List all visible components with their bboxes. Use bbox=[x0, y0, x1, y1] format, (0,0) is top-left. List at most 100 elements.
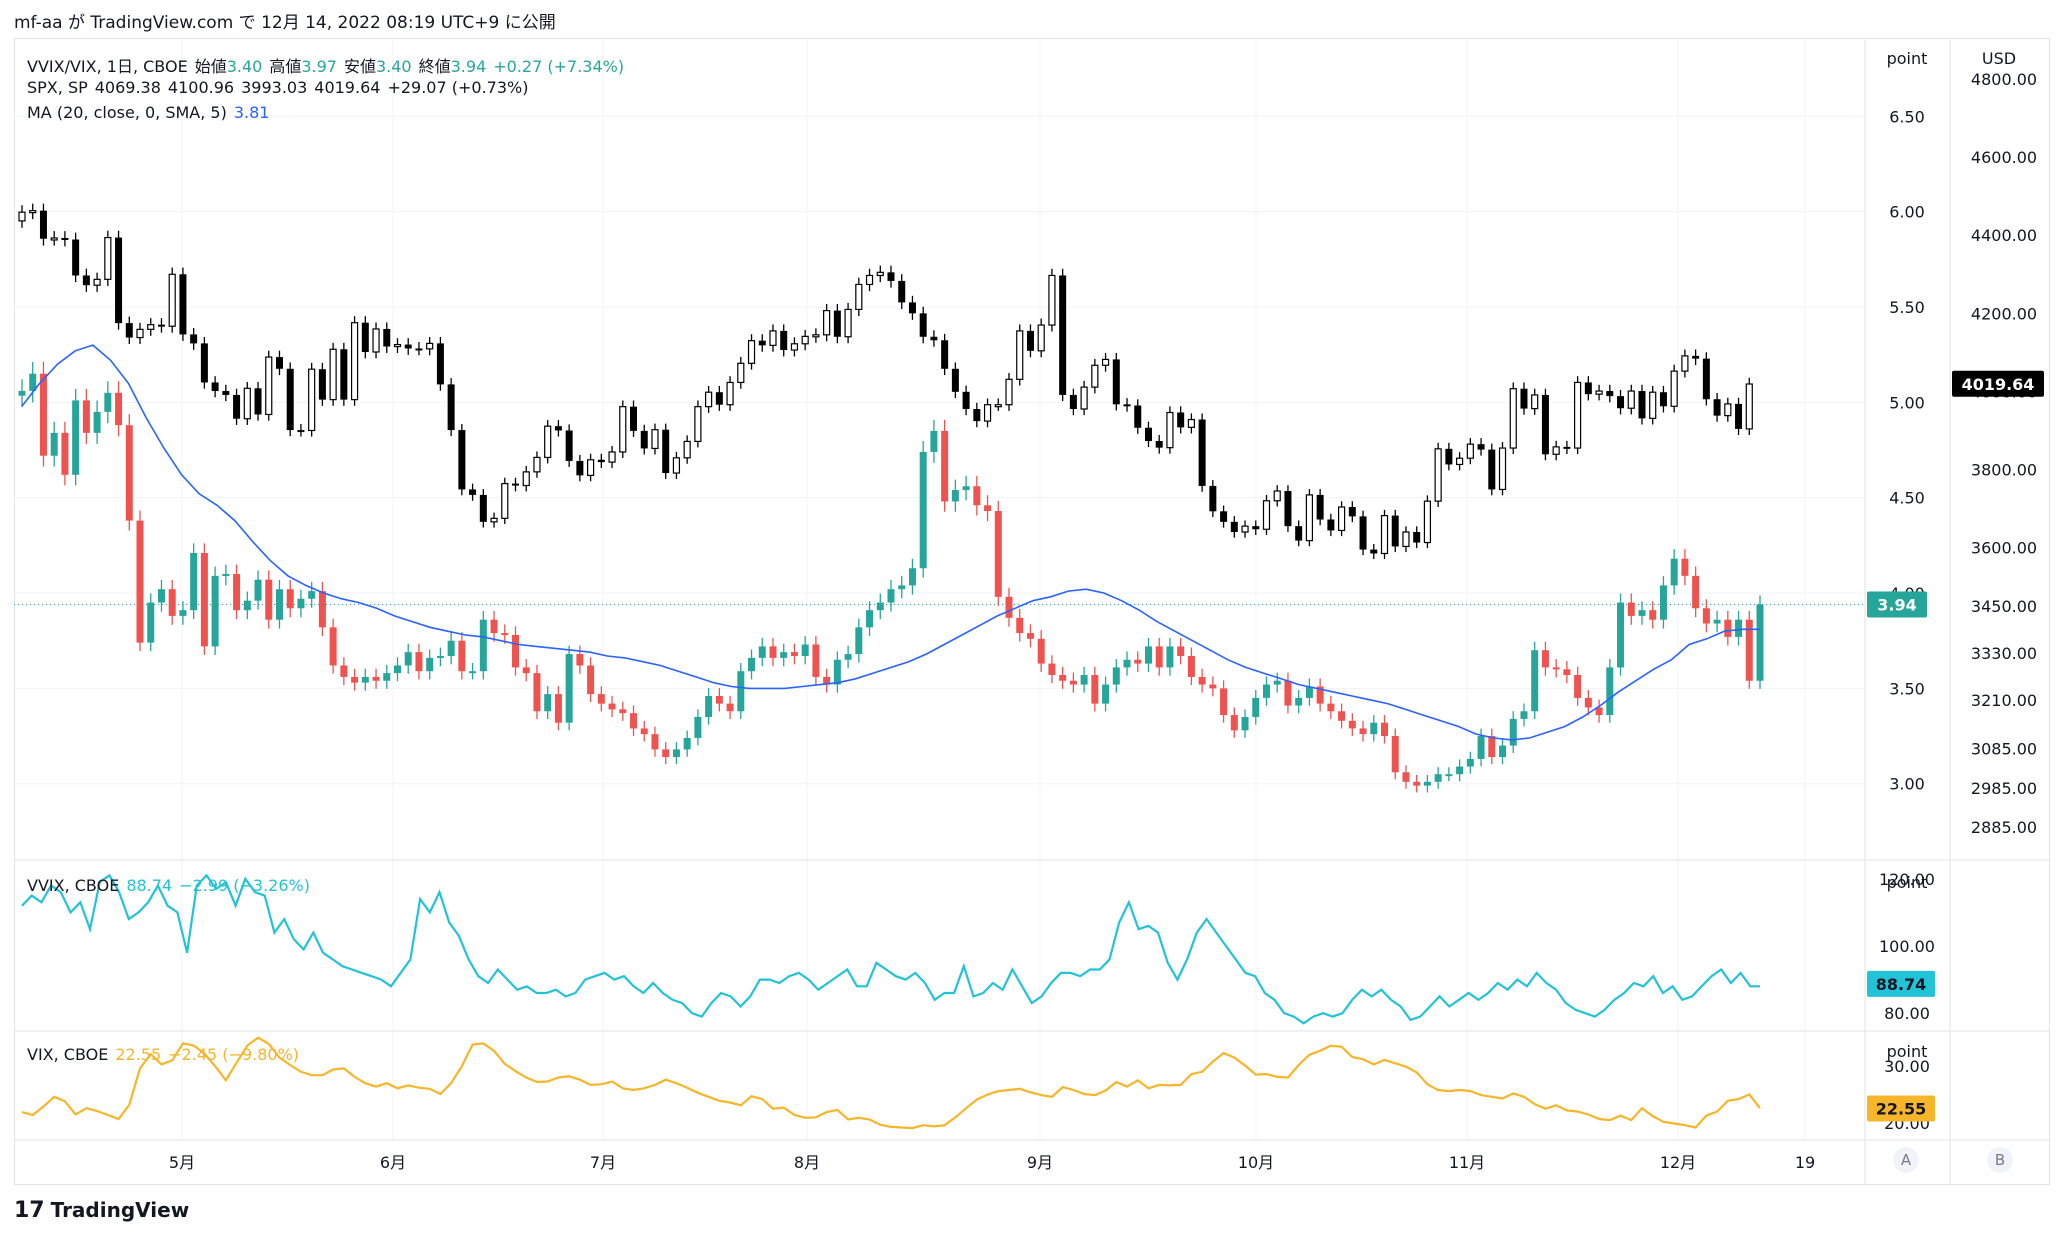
time-axis: 5月 6月 7月 8月 9月 10月 11月 12月 19 bbox=[169, 1153, 1815, 1172]
spx-candle bbox=[104, 236, 112, 280]
spx-candle bbox=[211, 382, 219, 392]
spx-candle bbox=[1305, 494, 1314, 542]
ratio-candle bbox=[544, 694, 552, 712]
usd-tick-label: 4800.00 bbox=[1971, 70, 2037, 89]
ratio-candle bbox=[844, 654, 852, 660]
spx-candle bbox=[747, 340, 756, 364]
ratio-candle bbox=[501, 633, 509, 636]
legend-high-value: 3.97 bbox=[301, 57, 337, 76]
ratio-candle bbox=[1499, 745, 1507, 758]
ratio-candle bbox=[39, 373, 47, 456]
ratio-candle bbox=[1466, 758, 1474, 767]
ratio-candle bbox=[930, 430, 938, 452]
ratio-candle bbox=[72, 400, 80, 475]
spx-candle bbox=[522, 471, 530, 487]
usd-tick-label: 3085.00 bbox=[1971, 740, 2037, 759]
spx-candle bbox=[1252, 526, 1260, 530]
ratio-candle bbox=[941, 430, 949, 502]
spx-candle bbox=[1466, 443, 1474, 459]
ratio-candle bbox=[436, 655, 444, 658]
spx-candle bbox=[1595, 390, 1603, 395]
spx-candle bbox=[115, 237, 123, 324]
spx-candle bbox=[1144, 427, 1152, 442]
ratio-candle bbox=[608, 703, 616, 710]
ratio-candle bbox=[1509, 718, 1517, 746]
ratio-candle bbox=[1391, 736, 1399, 773]
published-by-text: mf-aa が TradingView.com で 12月 14, 2022 0… bbox=[14, 13, 556, 33]
spx-candle bbox=[962, 391, 970, 409]
spx-candle bbox=[157, 324, 165, 327]
vix-line bbox=[21, 1036, 1761, 1130]
spx-candle bbox=[1659, 392, 1667, 407]
tradingview-logo-text: TradingView bbox=[50, 1198, 190, 1222]
spx-candle bbox=[1477, 444, 1485, 450]
legend-vvix-value: 88.74 bbox=[126, 876, 173, 895]
ratio-candle bbox=[630, 713, 638, 729]
ratio-candle bbox=[1381, 722, 1389, 737]
spx-candle bbox=[1069, 394, 1077, 409]
ratio-candle bbox=[1338, 711, 1346, 721]
ratio-candle bbox=[1123, 659, 1131, 668]
ratio-candle bbox=[1112, 667, 1120, 685]
spx-candle bbox=[61, 237, 69, 240]
ratio-candle bbox=[1262, 684, 1270, 698]
ratio-candle bbox=[919, 451, 927, 569]
ratio-candle bbox=[329, 627, 337, 666]
ratio-candle bbox=[662, 749, 670, 758]
spx-candle bbox=[1112, 359, 1120, 405]
ratio-candle bbox=[222, 573, 230, 576]
ratio-candle bbox=[1702, 608, 1710, 624]
ratio-candle bbox=[1037, 638, 1045, 664]
ratio-candle bbox=[1230, 715, 1238, 731]
legend-vix[interactable]: VIX, CBOE 22.55 −2.45 (−9.80%) bbox=[27, 1045, 306, 1064]
scale-button-a[interactable]: A bbox=[1893, 1147, 1919, 1173]
spx-candle bbox=[672, 457, 681, 474]
ratio-candle bbox=[404, 652, 412, 666]
spx-candle bbox=[1101, 358, 1110, 366]
spx-candle bbox=[1724, 403, 1732, 417]
spx-candle bbox=[930, 336, 938, 341]
spx-candle bbox=[587, 459, 595, 476]
legend-vvix[interactable]: VVIX, CBOE 88.74 −2.99 (−3.26%) bbox=[27, 876, 317, 895]
spx-candle bbox=[726, 381, 734, 406]
ratio-candle bbox=[651, 734, 659, 750]
ratio-candle bbox=[286, 589, 294, 609]
scale-button-b[interactable]: B bbox=[1987, 1147, 2013, 1173]
ratio-candle bbox=[533, 673, 541, 712]
spx-candle bbox=[694, 406, 702, 443]
ratio-candle bbox=[415, 652, 423, 672]
legend-main[interactable]: VVIX/VIX, 1日, CBOE 始値3.40 高値3.97 安値3.40 終値3.… bbox=[27, 53, 631, 77]
spx-candle bbox=[1059, 275, 1067, 395]
legend-ma[interactable]: MA (20, close, 0, SMA, 5) 3.81 bbox=[27, 103, 276, 122]
ratio-candle bbox=[61, 432, 69, 475]
spx-candle bbox=[1155, 441, 1163, 448]
ratio-candle bbox=[1080, 675, 1088, 685]
ratio-candle bbox=[705, 696, 713, 717]
spx-candle bbox=[426, 342, 434, 350]
spx-candle bbox=[865, 274, 874, 286]
legend-spx[interactable]: SPX, SP 4069.38 4100.96 3993.03 4019.64 +29.0… bbox=[27, 78, 535, 97]
ratio-candle bbox=[1316, 686, 1324, 704]
ratio-candle bbox=[801, 644, 809, 656]
ratio-candle bbox=[1059, 675, 1067, 681]
tradingview-logo[interactable]: 𝟭𝟳 TradingView bbox=[14, 1198, 189, 1223]
vvix-tick-label: 80.00 bbox=[1884, 1004, 1930, 1023]
ratio-candle bbox=[790, 652, 798, 656]
ratio-candle bbox=[1520, 711, 1528, 719]
chart-frame[interactable] bbox=[14, 38, 2050, 1185]
spx-candle bbox=[823, 310, 831, 336]
ratio-candle bbox=[866, 610, 874, 628]
ratio-candle bbox=[962, 486, 970, 491]
legend-ma-value: 3.81 bbox=[233, 103, 270, 122]
spx-candle bbox=[1123, 404, 1131, 407]
usd-tick-label: 3600.00 bbox=[1971, 539, 2037, 558]
legend-ma-label: MA (20, close, 0, SMA, 5) bbox=[27, 103, 227, 122]
time-axis-label: 8月 bbox=[794, 1153, 820, 1172]
spx-candle bbox=[179, 274, 187, 335]
legend-spx-low: 3993.03 bbox=[241, 78, 308, 97]
ratio-candles bbox=[18, 361, 1764, 793]
spx-candle bbox=[855, 283, 863, 311]
ratio-candle bbox=[812, 644, 820, 677]
ratio-candle bbox=[1048, 663, 1056, 676]
